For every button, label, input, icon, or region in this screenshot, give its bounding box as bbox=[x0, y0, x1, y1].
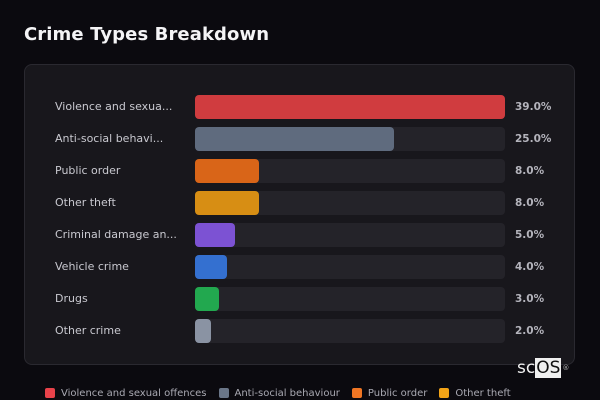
bar-row: Drugs 3.0% bbox=[25, 287, 574, 311]
bar-track bbox=[195, 159, 505, 183]
bar-label: Anti-social behavi... bbox=[55, 132, 164, 145]
bar-label: Other theft bbox=[55, 196, 116, 209]
bar-label: Criminal damage an... bbox=[55, 228, 177, 241]
bar-value: 5.0% bbox=[515, 229, 545, 241]
legend-label: Anti-social behaviour bbox=[234, 387, 340, 399]
bar-fill[interactable] bbox=[195, 319, 211, 343]
bar-label: Public order bbox=[55, 164, 121, 177]
bar-value: 8.0% bbox=[515, 165, 545, 177]
bar-value: 3.0% bbox=[515, 293, 545, 305]
chart-legend: Violence and sexual offences Anti-social … bbox=[45, 386, 511, 400]
legend-label: Other theft bbox=[455, 387, 511, 399]
legend-swatch-icon bbox=[218, 388, 229, 398]
bar-value: 39.0% bbox=[515, 101, 552, 113]
bar-track bbox=[195, 287, 505, 311]
bar-value: 8.0% bbox=[515, 197, 545, 209]
bar-value: 25.0% bbox=[515, 133, 552, 145]
legend-label: Violence and sexual offences bbox=[61, 387, 207, 399]
bar-row: Anti-social behavi... 25.0% bbox=[25, 127, 574, 151]
registered-mark-icon: ® bbox=[562, 364, 570, 372]
legend-item[interactable]: Violence and sexual offences bbox=[45, 386, 207, 400]
bar-fill[interactable] bbox=[195, 191, 259, 215]
bar-value: 2.0% bbox=[515, 325, 545, 337]
bar-track bbox=[195, 191, 505, 215]
bar-label: Vehicle crime bbox=[55, 260, 129, 273]
legend-swatch-icon bbox=[439, 388, 450, 398]
scos-logo: scOS ® bbox=[517, 358, 569, 378]
legend-swatch-icon bbox=[351, 388, 362, 398]
bar-fill[interactable] bbox=[195, 223, 235, 247]
legend-item[interactable]: Other theft bbox=[439, 386, 511, 400]
bar-label: Violence and sexua... bbox=[55, 100, 173, 113]
bar-track bbox=[195, 223, 505, 247]
logo-boxed: OS bbox=[535, 358, 562, 378]
bar-fill[interactable] bbox=[195, 127, 394, 151]
bar-row: Other theft 8.0% bbox=[25, 191, 574, 215]
bar-track bbox=[195, 255, 505, 279]
legend-item[interactable]: Public order bbox=[351, 386, 428, 400]
bar-track bbox=[195, 127, 505, 151]
bar-label: Drugs bbox=[55, 292, 88, 305]
bar-row: Other crime 2.0% bbox=[25, 319, 574, 343]
legend-label: Public order bbox=[367, 387, 428, 399]
bar-fill[interactable] bbox=[195, 287, 219, 311]
legend-item[interactable]: Anti-social behaviour bbox=[218, 386, 340, 400]
chart-title: Crime Types Breakdown bbox=[24, 24, 270, 45]
bar-fill[interactable] bbox=[195, 255, 227, 279]
bar-track bbox=[195, 95, 505, 119]
bar-row: Violence and sexua... 39.0% bbox=[25, 95, 574, 119]
bar-row: Public order 8.0% bbox=[25, 159, 574, 183]
bar-fill[interactable] bbox=[195, 95, 505, 119]
logo-prefix: sc bbox=[517, 358, 536, 378]
bar-row: Vehicle crime 4.0% bbox=[25, 255, 574, 279]
bar-value: 4.0% bbox=[515, 261, 545, 273]
bar-label: Other crime bbox=[55, 324, 121, 337]
chart-panel: Violence and sexua... 39.0% Anti-social be… bbox=[24, 64, 575, 365]
legend-swatch-icon bbox=[45, 388, 55, 398]
bar-fill[interactable] bbox=[195, 159, 259, 183]
bar-row: Criminal damage an... 5.0% bbox=[25, 223, 574, 247]
bar-track bbox=[195, 319, 505, 343]
